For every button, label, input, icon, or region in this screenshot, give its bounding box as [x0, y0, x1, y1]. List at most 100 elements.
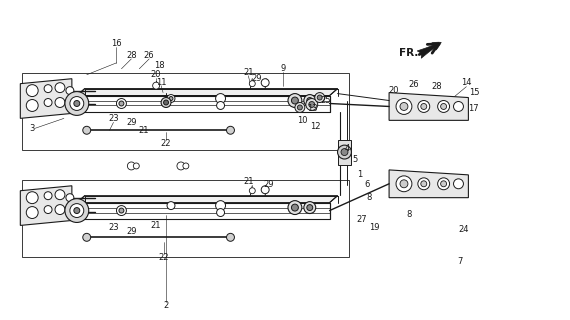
- Text: 28: 28: [126, 52, 137, 60]
- Circle shape: [298, 105, 302, 110]
- Circle shape: [249, 188, 255, 194]
- Circle shape: [454, 101, 463, 111]
- Circle shape: [65, 92, 89, 116]
- Polygon shape: [77, 96, 329, 112]
- Text: 19: 19: [369, 223, 380, 232]
- Text: 3: 3: [30, 124, 35, 133]
- Text: FR.: FR.: [399, 48, 418, 58]
- Circle shape: [127, 162, 135, 170]
- Text: 16: 16: [111, 38, 122, 48]
- Circle shape: [26, 192, 38, 204]
- Polygon shape: [389, 92, 469, 120]
- Text: 4: 4: [345, 144, 350, 153]
- Text: 21: 21: [151, 221, 161, 230]
- Text: 8: 8: [406, 210, 412, 219]
- Circle shape: [400, 180, 408, 188]
- Text: 25: 25: [320, 96, 331, 105]
- Circle shape: [288, 201, 302, 214]
- Circle shape: [215, 93, 226, 103]
- Circle shape: [26, 100, 38, 111]
- Circle shape: [309, 101, 315, 108]
- Circle shape: [70, 97, 84, 110]
- Text: 23: 23: [108, 114, 119, 123]
- Circle shape: [261, 79, 269, 87]
- Text: 24: 24: [458, 225, 469, 234]
- Polygon shape: [21, 186, 72, 225]
- Circle shape: [83, 233, 91, 241]
- Text: 8: 8: [367, 193, 372, 202]
- Circle shape: [396, 176, 412, 192]
- Circle shape: [317, 95, 322, 100]
- Circle shape: [74, 208, 80, 213]
- Text: 15: 15: [469, 88, 479, 97]
- Text: 7: 7: [458, 257, 463, 266]
- Circle shape: [177, 162, 185, 170]
- Text: 22: 22: [159, 253, 169, 262]
- Circle shape: [441, 103, 446, 109]
- Text: 13: 13: [307, 104, 318, 113]
- Circle shape: [74, 100, 80, 107]
- Text: 20: 20: [389, 86, 400, 95]
- Circle shape: [153, 82, 160, 89]
- Circle shape: [307, 204, 313, 211]
- Text: 17: 17: [468, 104, 479, 113]
- Circle shape: [65, 199, 89, 222]
- Polygon shape: [77, 89, 337, 96]
- Circle shape: [215, 201, 226, 211]
- Circle shape: [55, 190, 65, 200]
- Text: 22: 22: [161, 139, 172, 148]
- Text: 21: 21: [243, 68, 254, 77]
- Circle shape: [66, 100, 74, 108]
- Polygon shape: [21, 79, 72, 118]
- Circle shape: [44, 85, 52, 92]
- Polygon shape: [389, 170, 469, 198]
- Circle shape: [441, 181, 446, 187]
- Circle shape: [44, 206, 52, 213]
- Circle shape: [26, 85, 38, 97]
- Circle shape: [133, 163, 139, 169]
- Circle shape: [119, 208, 124, 213]
- Text: 12: 12: [311, 122, 321, 131]
- Circle shape: [421, 181, 427, 187]
- Circle shape: [337, 145, 352, 159]
- Text: 9: 9: [280, 64, 286, 73]
- Text: 2: 2: [164, 301, 169, 310]
- Circle shape: [44, 192, 52, 200]
- Circle shape: [217, 101, 225, 109]
- Circle shape: [438, 178, 450, 190]
- Circle shape: [226, 126, 234, 134]
- Text: 11: 11: [156, 78, 166, 87]
- Circle shape: [217, 209, 225, 217]
- Circle shape: [164, 100, 169, 105]
- Text: 26: 26: [409, 80, 419, 89]
- Circle shape: [304, 95, 316, 107]
- Circle shape: [418, 178, 430, 190]
- Circle shape: [418, 100, 430, 112]
- Circle shape: [295, 102, 305, 112]
- Circle shape: [341, 148, 348, 156]
- Text: 29: 29: [263, 180, 274, 189]
- Circle shape: [70, 204, 84, 218]
- Circle shape: [83, 126, 91, 134]
- Text: 20: 20: [151, 70, 161, 79]
- Circle shape: [44, 99, 52, 107]
- Circle shape: [66, 194, 74, 202]
- Text: 14: 14: [461, 78, 471, 87]
- Circle shape: [315, 92, 325, 102]
- Circle shape: [261, 186, 269, 194]
- Polygon shape: [77, 196, 337, 203]
- Circle shape: [66, 87, 74, 95]
- Polygon shape: [337, 140, 352, 165]
- Circle shape: [119, 101, 124, 106]
- Text: 29: 29: [126, 227, 137, 236]
- Circle shape: [421, 103, 427, 109]
- Text: 27: 27: [356, 215, 367, 224]
- Circle shape: [55, 98, 65, 108]
- Circle shape: [226, 233, 234, 241]
- Circle shape: [116, 99, 127, 108]
- Circle shape: [304, 202, 316, 213]
- Circle shape: [55, 204, 65, 214]
- Circle shape: [167, 95, 175, 102]
- Text: 29: 29: [126, 118, 137, 127]
- Circle shape: [288, 93, 302, 108]
